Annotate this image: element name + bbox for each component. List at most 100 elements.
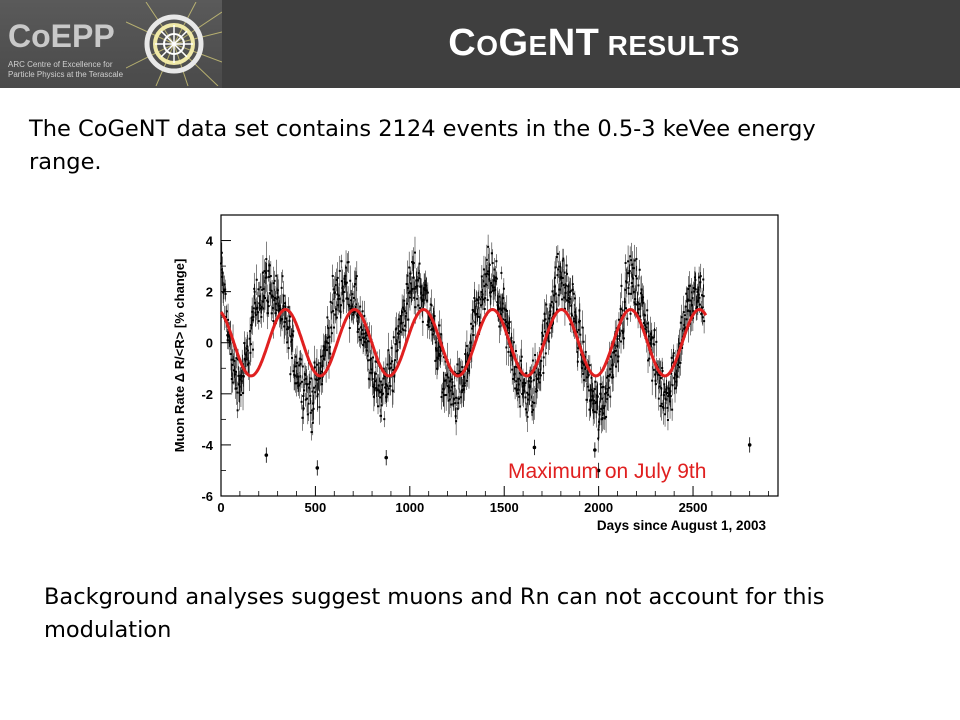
data-point (321, 364, 324, 367)
data-point (697, 288, 700, 291)
data-point (431, 328, 434, 331)
data-point (348, 327, 351, 330)
data-point (239, 378, 242, 381)
data-point (388, 367, 391, 370)
data-point (409, 296, 412, 299)
data-point (500, 309, 503, 312)
data-point (336, 276, 339, 279)
data-point (419, 285, 422, 288)
data-point (262, 287, 265, 290)
data-point (262, 307, 265, 310)
data-point (261, 288, 264, 291)
data-point (378, 391, 381, 394)
data-point (515, 389, 518, 392)
data-point (435, 347, 438, 350)
data-point (492, 286, 495, 289)
data-point (669, 395, 672, 398)
data-point (389, 385, 392, 388)
data-point (612, 376, 615, 379)
data-point (239, 393, 242, 396)
y-tick-label: -6 (201, 489, 213, 504)
data-point (383, 375, 386, 378)
data-point (366, 354, 369, 357)
data-point (340, 304, 343, 307)
data-point (682, 311, 685, 314)
plot-frame (220, 214, 779, 497)
data-point (276, 297, 279, 300)
data-point (514, 365, 517, 368)
data-point (661, 367, 664, 370)
data-point (473, 300, 476, 303)
data-point (447, 376, 450, 379)
data-point (519, 405, 522, 408)
data-point (387, 349, 390, 352)
data-point (529, 376, 532, 379)
data-point (406, 274, 409, 277)
data-point (575, 330, 578, 333)
data-point (385, 396, 388, 399)
data-point (248, 337, 251, 340)
data-point (657, 373, 660, 376)
data-point (430, 328, 433, 331)
data-point (615, 349, 618, 352)
data-point (667, 387, 670, 390)
data-point (568, 301, 571, 304)
data-point (533, 371, 536, 374)
data-point (517, 392, 520, 395)
data-point (272, 319, 275, 322)
data-point (566, 272, 569, 275)
data-point (697, 293, 700, 296)
data-point (679, 361, 682, 364)
data-point (605, 415, 608, 418)
data-point (450, 386, 453, 389)
outlier-point (264, 453, 269, 457)
data-point (632, 277, 635, 280)
data-point (230, 358, 233, 361)
data-point (428, 325, 431, 328)
data-point (372, 386, 375, 389)
data-point (684, 326, 687, 329)
data-point (646, 322, 649, 325)
data-point (490, 252, 493, 255)
data-point (513, 372, 516, 375)
data-point (436, 367, 439, 370)
data-point (326, 336, 329, 339)
data-point (221, 275, 224, 278)
data-point (590, 388, 593, 391)
slide-title: COGENT RESULTS (0, 22, 960, 65)
data-point (404, 329, 407, 332)
data-point (655, 340, 658, 343)
data-point (488, 278, 491, 281)
data-point (265, 276, 268, 279)
data-point (358, 336, 361, 339)
data-point (558, 288, 561, 291)
data-point (531, 400, 534, 403)
data-point (323, 358, 326, 361)
data-point (369, 371, 372, 374)
data-point (654, 383, 657, 386)
data-point (340, 260, 343, 263)
data-point (504, 308, 507, 311)
data-point (364, 331, 367, 334)
data-point (232, 369, 235, 372)
data-point (298, 357, 301, 360)
data-point (481, 293, 484, 296)
data-point (628, 272, 631, 275)
data-point (327, 327, 330, 330)
data-point (693, 276, 696, 279)
data-point (226, 334, 229, 337)
data-point (545, 303, 548, 306)
x-tick-label: 1000 (395, 500, 424, 515)
data-point (508, 327, 511, 330)
data-point (556, 274, 559, 277)
data-point (352, 313, 355, 316)
data-point (559, 270, 562, 273)
data-point (249, 330, 252, 333)
data-point (557, 294, 560, 297)
data-point (374, 380, 377, 383)
data-point (387, 387, 390, 390)
data-point (543, 319, 546, 322)
data-point (226, 339, 229, 342)
data-point (238, 385, 241, 388)
data-point (456, 407, 459, 410)
